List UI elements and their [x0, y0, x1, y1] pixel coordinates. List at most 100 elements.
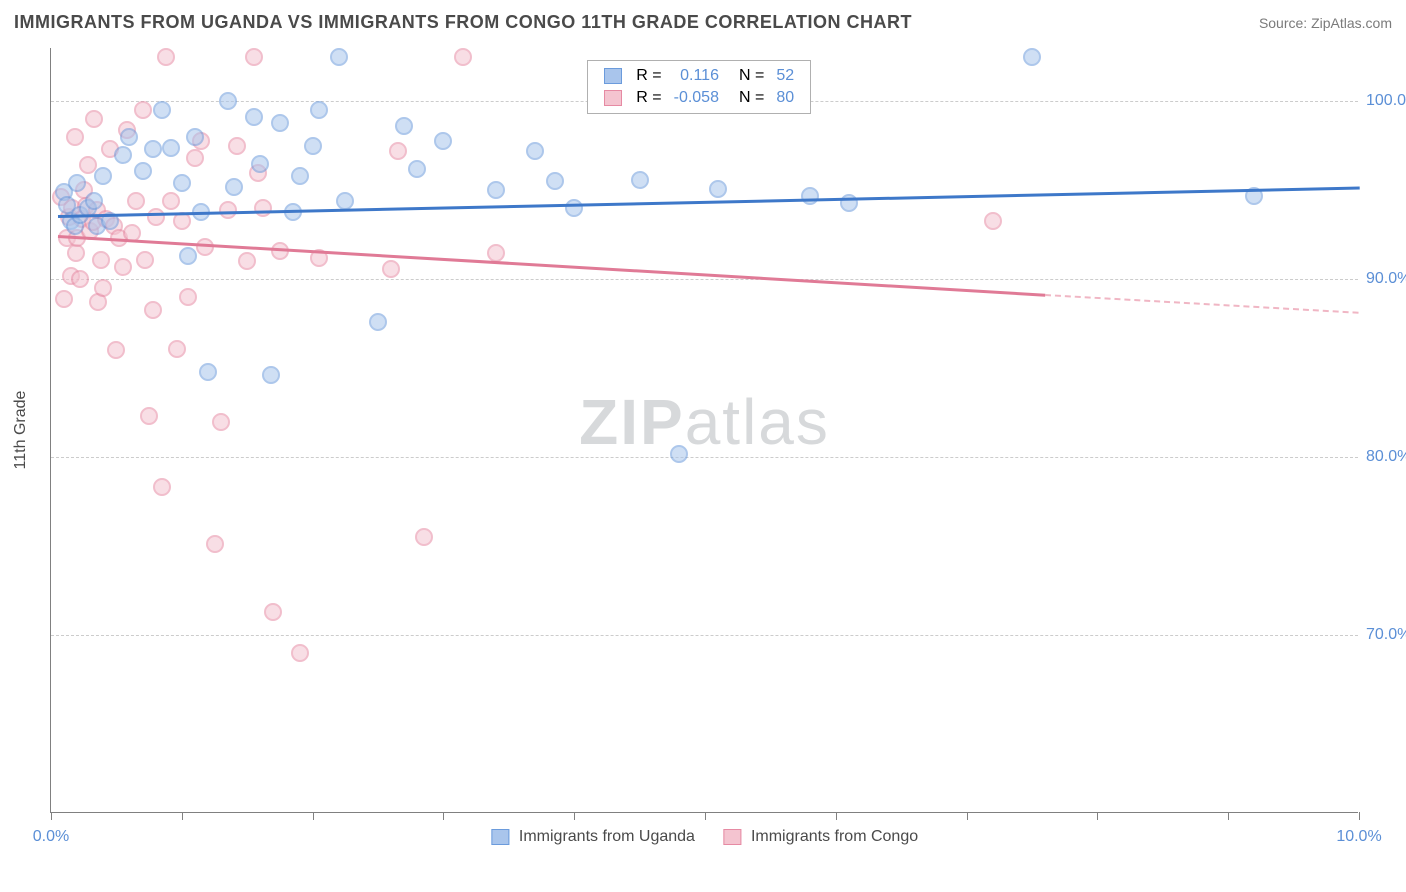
data-point [162, 192, 180, 210]
y-tick-label: 100.0% [1366, 92, 1406, 110]
data-point [120, 128, 138, 146]
data-point [228, 137, 246, 155]
data-point [219, 92, 237, 110]
data-point [85, 192, 103, 210]
gridline [51, 635, 1358, 636]
data-point [487, 181, 505, 199]
data-point [245, 48, 263, 66]
data-point [262, 366, 280, 384]
data-point [395, 117, 413, 135]
data-point [389, 142, 407, 160]
data-point [801, 187, 819, 205]
x-tick [182, 812, 183, 820]
x-tick [1228, 812, 1229, 820]
data-point [631, 171, 649, 189]
trend-line [57, 235, 1045, 296]
data-point [254, 199, 272, 217]
data-point [984, 212, 1002, 230]
watermark: ZIPatlas [579, 385, 830, 459]
x-tick [51, 812, 52, 820]
legend-label: Immigrants from Congo [751, 828, 918, 846]
data-point [147, 208, 165, 226]
data-point [546, 172, 564, 190]
y-tick-label: 70.0% [1366, 626, 1406, 644]
data-point [225, 178, 243, 196]
data-point [68, 174, 86, 192]
data-point [179, 288, 197, 306]
x-tick-label: 10.0% [1336, 828, 1381, 846]
x-tick [443, 812, 444, 820]
data-point [408, 160, 426, 178]
source-attribution: Source: ZipAtlas.com [1259, 15, 1392, 31]
data-point [291, 644, 309, 662]
data-point [136, 251, 154, 269]
data-point [94, 279, 112, 297]
data-point [140, 407, 158, 425]
data-point [114, 146, 132, 164]
correlation-legend: R =0.116N =52R =-0.058N =80 [587, 60, 811, 114]
data-point [219, 201, 237, 219]
data-point [369, 313, 387, 331]
data-point [153, 478, 171, 496]
data-point [840, 194, 858, 212]
data-point [434, 132, 452, 150]
data-point [94, 167, 112, 185]
legend-label: Immigrants from Uganda [519, 828, 695, 846]
data-point [71, 270, 89, 288]
data-point [196, 238, 214, 256]
legend-bottom: Immigrants from Uganda Immigrants from C… [491, 828, 918, 846]
y-tick-label: 80.0% [1366, 448, 1406, 466]
data-point [179, 247, 197, 265]
data-point [487, 244, 505, 262]
x-tick [1359, 812, 1360, 820]
data-point [144, 140, 162, 158]
data-point [85, 110, 103, 128]
data-point [153, 101, 171, 119]
data-point [245, 108, 263, 126]
swatch-icon [723, 829, 741, 845]
data-point [271, 114, 289, 132]
y-tick-label: 90.0% [1366, 270, 1406, 288]
gridline [51, 457, 1358, 458]
data-point [1023, 48, 1041, 66]
data-point [186, 128, 204, 146]
data-point [55, 290, 73, 308]
x-tick [1097, 812, 1098, 820]
data-point [670, 445, 688, 463]
data-point [212, 413, 230, 431]
data-point [144, 301, 162, 319]
x-tick [967, 812, 968, 820]
x-tick [705, 812, 706, 820]
x-tick [574, 812, 575, 820]
data-point [415, 528, 433, 546]
data-point [79, 156, 97, 174]
data-point [251, 155, 269, 173]
data-point [304, 137, 322, 155]
data-point [66, 128, 84, 146]
swatch-icon [491, 829, 509, 845]
data-point [134, 101, 152, 119]
data-point [330, 48, 348, 66]
chart-title: IMMIGRANTS FROM UGANDA VS IMMIGRANTS FRO… [14, 12, 912, 33]
data-point [565, 199, 583, 217]
data-point [162, 139, 180, 157]
data-point [114, 258, 132, 276]
data-point [382, 260, 400, 278]
data-point [186, 149, 204, 167]
x-tick-label: 0.0% [33, 828, 69, 846]
data-point [206, 535, 224, 553]
data-point [134, 162, 152, 180]
data-point [92, 251, 110, 269]
data-point [526, 142, 544, 160]
scatter-chart: 11th Grade ZIPatlas Immigrants from Ugan… [50, 48, 1358, 813]
data-point [709, 180, 727, 198]
x-tick [313, 812, 314, 820]
data-point [127, 192, 145, 210]
data-point [157, 48, 175, 66]
data-point [291, 167, 309, 185]
legend-item-uganda: Immigrants from Uganda [491, 828, 695, 846]
x-tick [836, 812, 837, 820]
data-point [310, 101, 328, 119]
trend-line [1045, 294, 1359, 314]
data-point [336, 192, 354, 210]
